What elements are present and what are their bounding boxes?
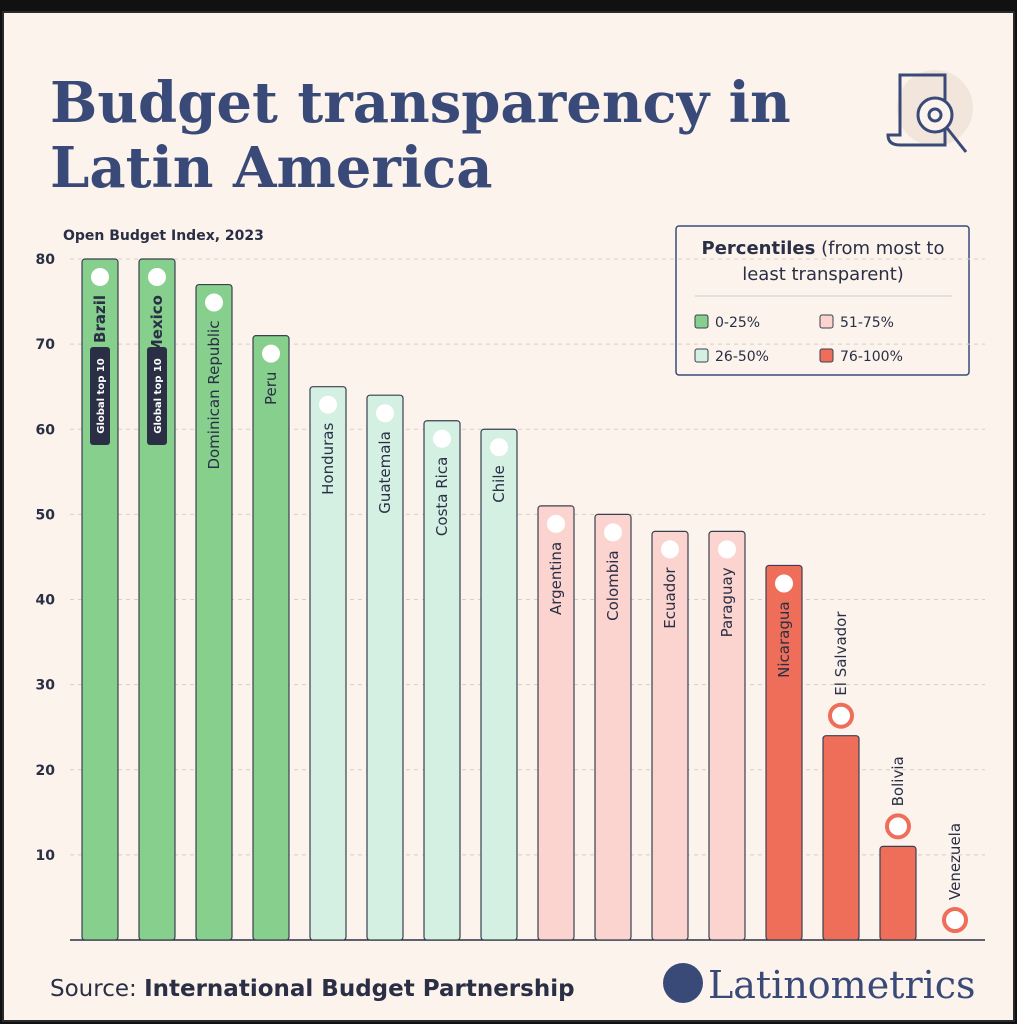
badge-text: Global top 10 xyxy=(153,358,164,434)
bar xyxy=(195,283,233,941)
flag xyxy=(315,391,341,418)
x-tick-label: Bolivia xyxy=(889,756,907,806)
y-tick-label: 80 xyxy=(36,252,56,268)
x-tick-label: Guatemala xyxy=(376,431,394,514)
source: Source: International Budget Partnership xyxy=(50,976,575,1002)
legend-swatch xyxy=(694,348,709,363)
doc-icon xyxy=(886,70,973,153)
bar xyxy=(309,386,347,941)
bar xyxy=(708,530,746,941)
flag xyxy=(543,510,569,537)
legend-title-bold: Percentiles xyxy=(701,238,816,259)
source-label: Source: xyxy=(50,976,137,1002)
source-name: International Budget Partnership xyxy=(144,976,575,1002)
brand-logo xyxy=(663,963,703,1003)
x-tick-label: Mexico xyxy=(148,295,166,354)
y-tick-label: 10 xyxy=(36,848,56,864)
flag xyxy=(885,813,911,840)
top-bar xyxy=(0,0,1017,10)
y-tick-label: 60 xyxy=(36,422,56,438)
legend-swatch xyxy=(819,314,834,329)
x-tick-label: Brazil xyxy=(91,295,109,343)
y-tick-label: 70 xyxy=(36,337,56,353)
chart-title: Budget transparency in xyxy=(50,70,791,136)
x-tick-label: Costa Rica xyxy=(433,457,451,536)
x-tick-label: Colombia xyxy=(604,550,622,621)
flag xyxy=(258,340,284,367)
y-tick-label: 40 xyxy=(36,593,56,609)
flag xyxy=(714,536,740,563)
flag xyxy=(144,264,170,290)
brand: Latinometrics xyxy=(708,963,976,1007)
x-tick-label: Nicaragua xyxy=(775,601,793,677)
bar xyxy=(480,428,518,941)
legend-label: 51-75% xyxy=(840,315,894,331)
badge xyxy=(147,347,167,445)
flag xyxy=(429,425,455,452)
chart-title: Latin America xyxy=(50,135,493,201)
legend-label: 26-50% xyxy=(715,349,769,365)
badge-text: Global top 10 xyxy=(96,358,107,434)
bar xyxy=(594,513,632,941)
flag xyxy=(201,289,227,316)
flag xyxy=(771,570,797,597)
bar xyxy=(537,505,575,941)
bar xyxy=(879,845,917,941)
bar xyxy=(765,564,803,941)
flag xyxy=(828,702,854,729)
legend-label: 76-100% xyxy=(840,349,903,365)
x-tick-label: Peru xyxy=(262,372,280,405)
x-tick-label: Venezuela xyxy=(946,823,964,900)
bar xyxy=(822,735,860,941)
chart-subtitle: Open Budget Index, 2023 xyxy=(63,228,264,244)
legend-box xyxy=(675,225,970,376)
x-tick-label: Argentina xyxy=(547,542,565,615)
legend-swatch xyxy=(819,348,834,363)
y-tick-label: 50 xyxy=(36,507,56,523)
legend-label: 0-25% xyxy=(715,315,760,331)
badge xyxy=(90,347,110,445)
x-tick-label: Honduras xyxy=(319,423,337,495)
x-tick-label: El Salvador xyxy=(832,611,850,696)
legend-title: Percentiles (from most to least transpar… xyxy=(680,236,966,288)
flag xyxy=(486,434,512,461)
flag xyxy=(87,264,113,290)
x-tick-label: Dominican Republic xyxy=(205,321,223,470)
y-tick-label: 30 xyxy=(36,678,56,694)
x-tick-label: Chile xyxy=(490,465,508,503)
legend-swatch xyxy=(694,314,709,329)
flag xyxy=(942,907,968,933)
y-tick-label: 20 xyxy=(36,763,56,779)
flag xyxy=(372,400,398,427)
bar xyxy=(651,530,689,941)
x-tick-label: Paraguay xyxy=(718,567,736,637)
legend-subtitle: (from most to least transparent) xyxy=(742,238,945,285)
bar xyxy=(423,420,461,941)
flag xyxy=(600,519,626,546)
flag xyxy=(657,536,683,563)
bar xyxy=(366,394,404,941)
bar xyxy=(252,335,290,941)
x-tick-label: Ecuador xyxy=(661,567,679,629)
